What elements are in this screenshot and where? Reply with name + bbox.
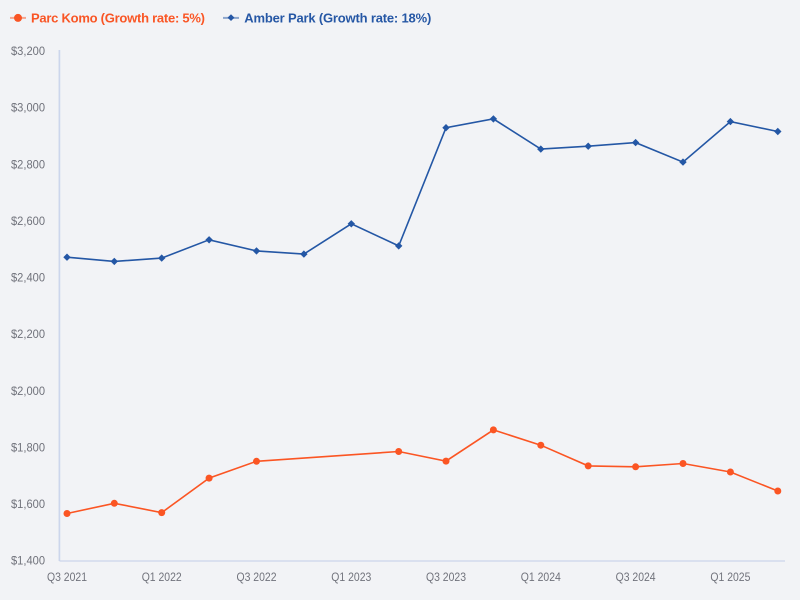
svg-text:Q1 2024: Q1 2024 bbox=[521, 570, 561, 584]
svg-text:$2,400: $2,400 bbox=[11, 271, 45, 285]
svg-text:$2,000: $2,000 bbox=[11, 384, 45, 398]
svg-text:Amber Park (Growth rate: 18%): Amber Park (Growth rate: 18%) bbox=[244, 10, 431, 25]
svg-text:$1,800: $1,800 bbox=[11, 440, 45, 454]
svg-text:$3,000: $3,000 bbox=[11, 101, 45, 115]
svg-text:$2,200: $2,200 bbox=[11, 327, 45, 341]
svg-text:$1,600: $1,600 bbox=[11, 497, 45, 511]
svg-text:$2,600: $2,600 bbox=[11, 214, 45, 228]
svg-text:Q3 2021: Q3 2021 bbox=[47, 570, 87, 584]
svg-text:$3,200: $3,200 bbox=[11, 44, 45, 58]
svg-text:Q3 2022: Q3 2022 bbox=[237, 570, 277, 584]
svg-text:Q1 2025: Q1 2025 bbox=[710, 570, 750, 584]
svg-text:$1,400: $1,400 bbox=[11, 554, 45, 568]
svg-text:Q3 2023: Q3 2023 bbox=[426, 570, 466, 584]
svg-text:Q1 2023: Q1 2023 bbox=[331, 570, 371, 584]
svg-text:Parc Komo (Growth rate: 5%): Parc Komo (Growth rate: 5%) bbox=[31, 10, 205, 25]
svg-text:$2,800: $2,800 bbox=[11, 157, 45, 171]
svg-text:Q1 2022: Q1 2022 bbox=[142, 570, 182, 584]
svg-text:Q3 2024: Q3 2024 bbox=[616, 570, 656, 584]
